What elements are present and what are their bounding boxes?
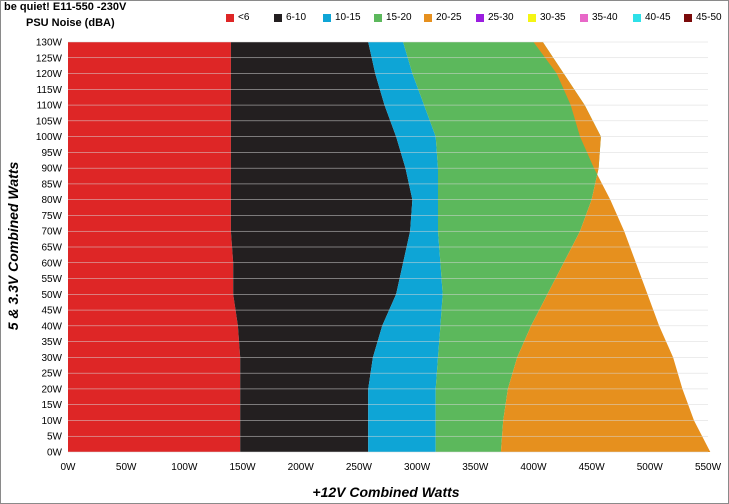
x-tick-label: 450W	[579, 462, 606, 473]
y-tick-label: 90W	[41, 164, 62, 175]
y-tick-label: 80W	[41, 195, 62, 206]
y-tick-label: 0W	[47, 448, 63, 459]
legend-item: 40-45	[633, 9, 671, 23]
y-tick-label: 110W	[37, 101, 63, 112]
legend-swatch	[226, 13, 234, 22]
y-tick-label: 70W	[41, 227, 62, 238]
legend-label: 20-25	[436, 12, 462, 24]
legend-label: 35-40	[592, 12, 618, 24]
legend-item: 10-15	[323, 9, 361, 23]
y-tick-label: 100W	[36, 132, 63, 143]
legend-label: 15-20	[386, 12, 412, 24]
y-tick-label: 10W	[41, 416, 62, 427]
chart-title: be quiet! E11-550 -230V	[4, 1, 127, 13]
legend-label: <6	[238, 12, 250, 24]
x-axis-ticks: 0W 50W 100W 150W 200W 250W 300W 350W 400W 450W 500…	[61, 462, 722, 473]
legend-item: 30-35	[528, 9, 566, 23]
y-tick-label: 5W	[47, 432, 63, 443]
legend-label: 25-30	[488, 12, 514, 24]
legend-swatch	[476, 13, 484, 22]
y-tick-label: 95W	[41, 148, 62, 159]
legend-item: 45-50	[684, 9, 722, 23]
y-tick-label: 105W	[36, 116, 63, 127]
x-tick-label: 250W	[346, 462, 373, 473]
y-tick-label: 115W	[37, 85, 63, 96]
y-tick-label: 25W	[41, 369, 62, 380]
legend-item: <6	[226, 9, 249, 23]
legend-swatch	[633, 13, 641, 22]
grid-lines	[68, 41, 708, 453]
y-tick-label: 65W	[41, 243, 62, 254]
y-tick-label: 35W	[41, 337, 62, 348]
y-tick-label: 85W	[41, 179, 62, 190]
y-axis-title: 5 & 3.3V Combined Watts	[5, 162, 21, 331]
legend-swatch	[684, 13, 692, 22]
y-tick-label: 30W	[41, 353, 62, 364]
x-tick-label: 100W	[171, 462, 198, 473]
legend-swatch	[528, 13, 536, 22]
y-tick-label: 20W	[41, 384, 62, 395]
region-10-15	[368, 42, 443, 452]
legend-swatch	[374, 13, 382, 22]
y-tick-label: 60W	[41, 258, 62, 269]
legend-item: 25-30	[476, 9, 514, 23]
y-axis-ticks: 0W 5W 10W 15W 20W 25W 30W 35W 40W 45W 50W 55W 60W 65W…	[36, 38, 63, 459]
y-tick-label: 75W	[41, 211, 62, 222]
y-tick-label: 45W	[41, 306, 62, 317]
y-tick-label: 55W	[41, 274, 62, 285]
legend-label: 30-35	[540, 12, 566, 24]
x-axis-title: +12V Combined Watts	[312, 484, 459, 500]
legend-swatch	[274, 13, 282, 22]
y-tick-label: 50W	[41, 290, 62, 301]
legend-swatch	[424, 13, 432, 22]
x-tick-label: 0W	[61, 462, 77, 473]
x-tick-label: 550W	[695, 462, 722, 473]
y-tick-label: 130W	[36, 38, 63, 49]
x-tick-label: 400W	[520, 462, 547, 473]
x-tick-label: 350W	[462, 462, 489, 473]
x-tick-label: 500W	[637, 462, 664, 473]
legend-item: 6-10	[274, 9, 306, 23]
y-tick-label: 15W	[41, 400, 62, 411]
legend-label: 10-15	[335, 12, 361, 24]
legend-label: 40-45	[645, 12, 671, 24]
y-tick-label: 40W	[41, 321, 62, 332]
legend-label: 45-50	[696, 12, 722, 24]
x-tick-label: 50W	[116, 462, 137, 473]
legend-item: 20-25	[424, 9, 462, 23]
y-tick-label: 125W	[36, 53, 63, 64]
chart-subtitle: PSU Noise (dBA)	[26, 17, 115, 29]
x-tick-label: 150W	[229, 462, 256, 473]
x-tick-label: 300W	[404, 462, 431, 473]
legend-item: 35-40	[580, 9, 618, 23]
y-tick-label: 120W	[36, 69, 63, 80]
x-tick-label: 200W	[288, 462, 315, 473]
legend-swatch	[580, 13, 588, 22]
legend-item: 15-20	[374, 9, 412, 23]
legend-label: 6-10	[286, 12, 307, 24]
legend-swatch	[323, 13, 331, 22]
